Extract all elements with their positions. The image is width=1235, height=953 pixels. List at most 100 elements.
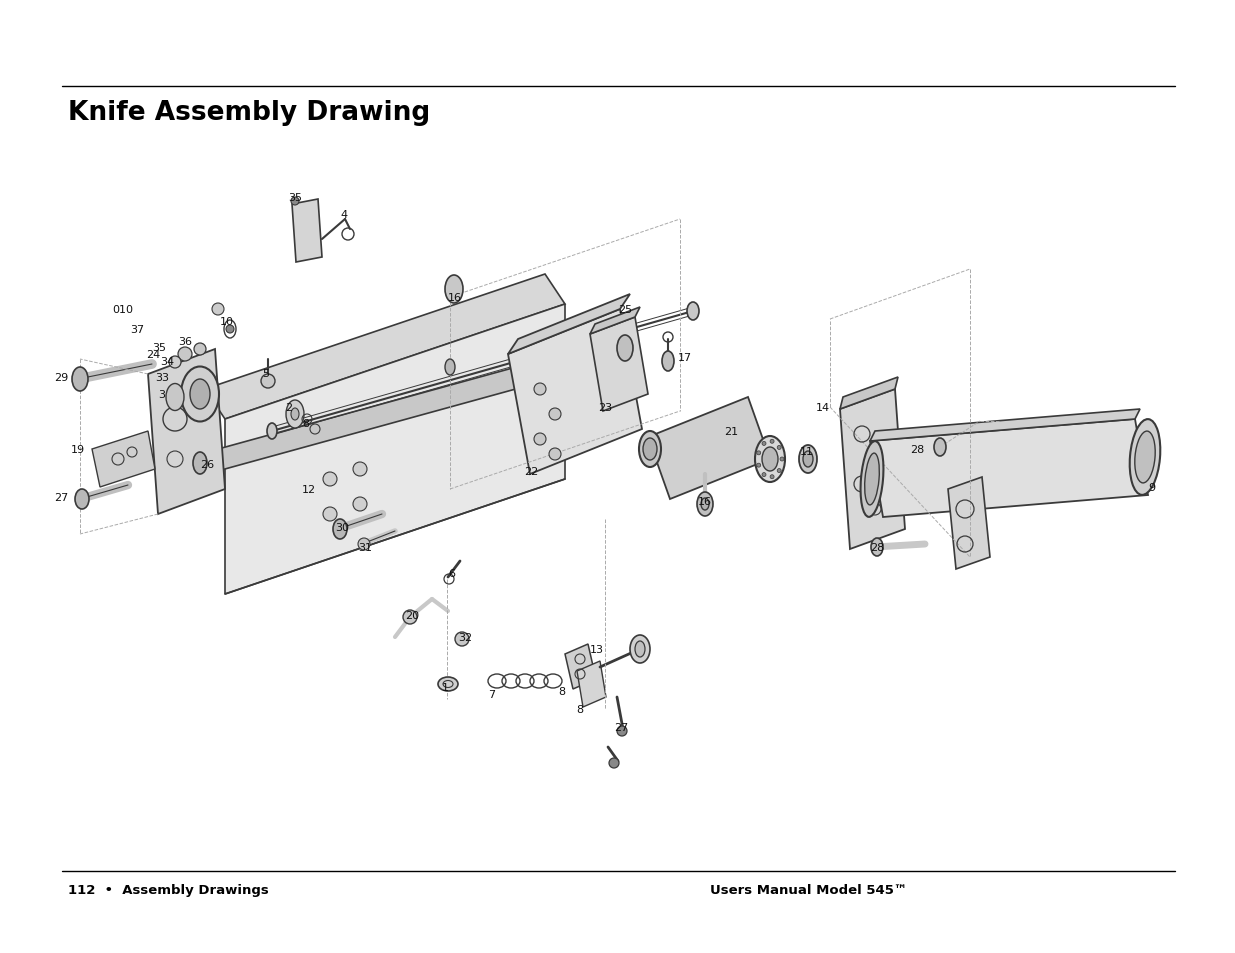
Ellipse shape <box>687 303 699 320</box>
Polygon shape <box>590 317 648 412</box>
Circle shape <box>261 375 275 389</box>
Polygon shape <box>869 419 1149 517</box>
Text: 11: 11 <box>800 447 814 456</box>
Polygon shape <box>225 305 564 595</box>
Text: 5: 5 <box>262 369 269 378</box>
Text: 8: 8 <box>576 704 583 714</box>
Ellipse shape <box>762 448 778 472</box>
Ellipse shape <box>1130 419 1161 496</box>
Ellipse shape <box>445 359 454 375</box>
Circle shape <box>353 462 367 476</box>
Text: 35: 35 <box>288 193 303 203</box>
Circle shape <box>771 476 774 479</box>
Ellipse shape <box>291 409 299 420</box>
Polygon shape <box>508 310 642 475</box>
Circle shape <box>550 409 561 420</box>
Ellipse shape <box>190 379 210 410</box>
Ellipse shape <box>638 432 661 468</box>
Text: 21: 21 <box>724 427 739 436</box>
Text: 27: 27 <box>614 722 629 732</box>
Ellipse shape <box>803 452 813 468</box>
Circle shape <box>757 464 761 468</box>
Circle shape <box>358 538 370 551</box>
Polygon shape <box>590 308 640 335</box>
Text: 1: 1 <box>442 682 450 692</box>
Polygon shape <box>148 350 225 515</box>
Circle shape <box>777 469 782 473</box>
Text: Knife Assembly Drawing: Knife Assembly Drawing <box>68 100 430 126</box>
Text: 3: 3 <box>158 390 165 399</box>
Ellipse shape <box>662 352 674 372</box>
Text: 29: 29 <box>54 373 68 382</box>
Polygon shape <box>564 644 597 689</box>
Circle shape <box>609 759 619 768</box>
Text: 28: 28 <box>910 444 924 455</box>
Circle shape <box>534 434 546 446</box>
Text: 28: 28 <box>869 542 884 553</box>
Ellipse shape <box>287 400 304 429</box>
Circle shape <box>762 442 766 446</box>
Text: Users Manual Model 545™: Users Manual Model 545™ <box>710 883 908 896</box>
Polygon shape <box>840 377 898 410</box>
Text: 22: 22 <box>524 467 538 476</box>
Circle shape <box>291 198 299 206</box>
Text: 20: 20 <box>405 610 419 620</box>
Ellipse shape <box>799 446 818 474</box>
Circle shape <box>534 384 546 395</box>
Ellipse shape <box>861 441 883 517</box>
Ellipse shape <box>701 498 709 511</box>
Polygon shape <box>200 339 632 473</box>
Text: 36: 36 <box>178 336 191 347</box>
Text: 26: 26 <box>200 459 214 470</box>
Ellipse shape <box>165 384 184 411</box>
Circle shape <box>324 473 337 486</box>
Circle shape <box>226 326 233 334</box>
Polygon shape <box>508 294 630 355</box>
Ellipse shape <box>438 678 458 691</box>
Ellipse shape <box>934 438 946 456</box>
Text: 16: 16 <box>448 293 462 303</box>
Text: 4: 4 <box>340 210 347 220</box>
Text: 10: 10 <box>220 316 233 327</box>
Text: 9: 9 <box>1149 482 1155 493</box>
Circle shape <box>771 440 774 444</box>
Ellipse shape <box>755 436 785 482</box>
Text: 31: 31 <box>358 542 372 553</box>
Polygon shape <box>948 477 990 569</box>
Text: 34: 34 <box>161 356 174 367</box>
Circle shape <box>212 304 224 315</box>
Text: 37: 37 <box>130 325 144 335</box>
Ellipse shape <box>643 438 657 460</box>
Text: 7: 7 <box>488 689 495 700</box>
Circle shape <box>403 610 417 624</box>
Ellipse shape <box>618 335 634 361</box>
Ellipse shape <box>333 519 347 539</box>
Text: 24: 24 <box>146 350 161 359</box>
Text: 010: 010 <box>112 305 133 314</box>
Polygon shape <box>91 432 156 488</box>
Ellipse shape <box>445 275 463 304</box>
Text: 27: 27 <box>54 493 68 502</box>
Ellipse shape <box>72 368 88 392</box>
Text: 19: 19 <box>70 444 85 455</box>
Text: 13: 13 <box>590 644 604 655</box>
Ellipse shape <box>864 454 879 505</box>
Circle shape <box>762 473 766 477</box>
Ellipse shape <box>630 636 650 663</box>
Text: 30: 30 <box>335 522 350 533</box>
Circle shape <box>550 449 561 460</box>
Text: 35: 35 <box>152 343 165 353</box>
Ellipse shape <box>697 493 713 517</box>
Text: 23: 23 <box>598 402 613 413</box>
Ellipse shape <box>75 490 89 510</box>
Text: 16: 16 <box>698 497 713 506</box>
Circle shape <box>757 452 761 456</box>
Circle shape <box>454 633 469 646</box>
Text: 2: 2 <box>285 402 293 413</box>
Text: 8: 8 <box>303 418 309 429</box>
Text: 33: 33 <box>156 373 169 382</box>
Circle shape <box>777 446 782 450</box>
Ellipse shape <box>182 367 219 422</box>
Text: 12: 12 <box>303 484 316 495</box>
Polygon shape <box>840 390 905 550</box>
